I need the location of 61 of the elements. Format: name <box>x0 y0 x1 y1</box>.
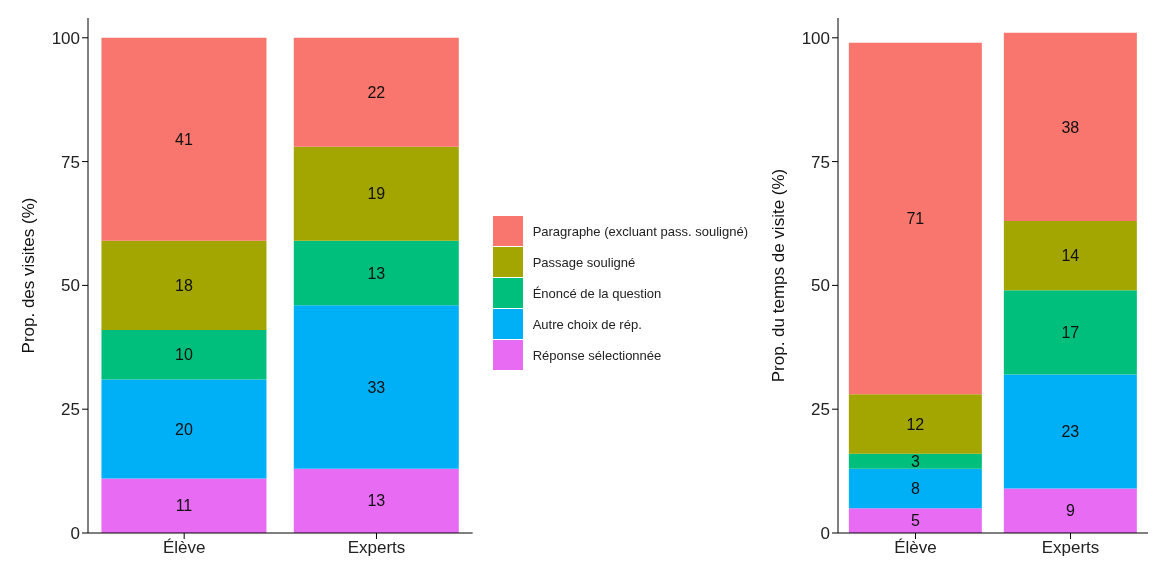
bar <box>1003 488 1137 533</box>
bar <box>1003 221 1137 291</box>
data-label: 8 <box>910 480 920 498</box>
data-label: 38 <box>1061 118 1080 136</box>
bar <box>293 468 459 533</box>
data-label: 10 <box>175 346 193 364</box>
data-label: 19 <box>367 185 386 203</box>
bar <box>1003 32 1137 222</box>
legend-label: Énoncé de la question <box>532 285 662 301</box>
y-tick-label: 0 <box>820 524 830 544</box>
bar <box>101 240 267 330</box>
bar <box>101 478 267 533</box>
bar <box>293 240 459 306</box>
bar <box>101 37 267 241</box>
data-label: 11 <box>175 497 193 515</box>
legend-label: Autre choix de rép. <box>532 316 642 332</box>
y-tick-label: 25 <box>61 400 80 420</box>
bar <box>101 329 267 380</box>
x-tick-label: Experts <box>1041 538 1100 558</box>
data-label: 9 <box>1065 502 1075 520</box>
bar <box>1003 290 1137 375</box>
x-tick-label: Experts <box>347 538 406 558</box>
y-tick-label: 100 <box>801 28 830 48</box>
y-axis-title: Prop. du temps de visite (%) <box>769 168 789 383</box>
y-tick-label: 100 <box>51 28 80 48</box>
y-tick-label: 25 <box>811 400 830 420</box>
data-label: 12 <box>906 415 925 433</box>
legend-label: Passage souligné <box>532 254 636 270</box>
legend-label: Réponse sélectionnée <box>532 347 662 363</box>
data-label: 18 <box>175 277 193 295</box>
data-label: 20 <box>175 420 193 438</box>
data-label: 41 <box>175 131 193 148</box>
data-label: 3 <box>910 452 920 470</box>
y-tick-label: 75 <box>61 152 80 172</box>
data-label: 13 <box>367 264 386 282</box>
data-label: 14 <box>1061 247 1080 265</box>
data-label: 71 <box>906 210 925 228</box>
data-label: 22 <box>367 83 386 101</box>
y-tick-label: 75 <box>811 152 830 172</box>
bar <box>293 305 459 469</box>
data-label: 17 <box>1061 324 1080 342</box>
bar <box>848 453 982 469</box>
data-label: 5 <box>910 512 920 530</box>
bar <box>848 42 982 395</box>
y-tick-label: 50 <box>61 276 80 296</box>
bar <box>101 379 267 479</box>
bar <box>293 146 459 241</box>
bar <box>848 508 982 533</box>
x-tick-label: Élève <box>894 538 937 558</box>
y-tick-label: 0 <box>70 524 80 544</box>
legend-label: Paragraphe (excluant pass. souligné) <box>532 223 748 239</box>
bar <box>848 394 982 454</box>
bar <box>848 468 982 509</box>
y-tick-label: 50 <box>811 276 830 296</box>
bar <box>293 37 459 147</box>
bar <box>1003 374 1137 489</box>
data-label: 23 <box>1061 423 1080 441</box>
data-label: 33 <box>367 378 386 396</box>
x-tick-label: Élève <box>162 538 206 558</box>
data-label: 13 <box>367 492 386 510</box>
y-axis-title: Prop. des visites (%) <box>19 197 39 354</box>
